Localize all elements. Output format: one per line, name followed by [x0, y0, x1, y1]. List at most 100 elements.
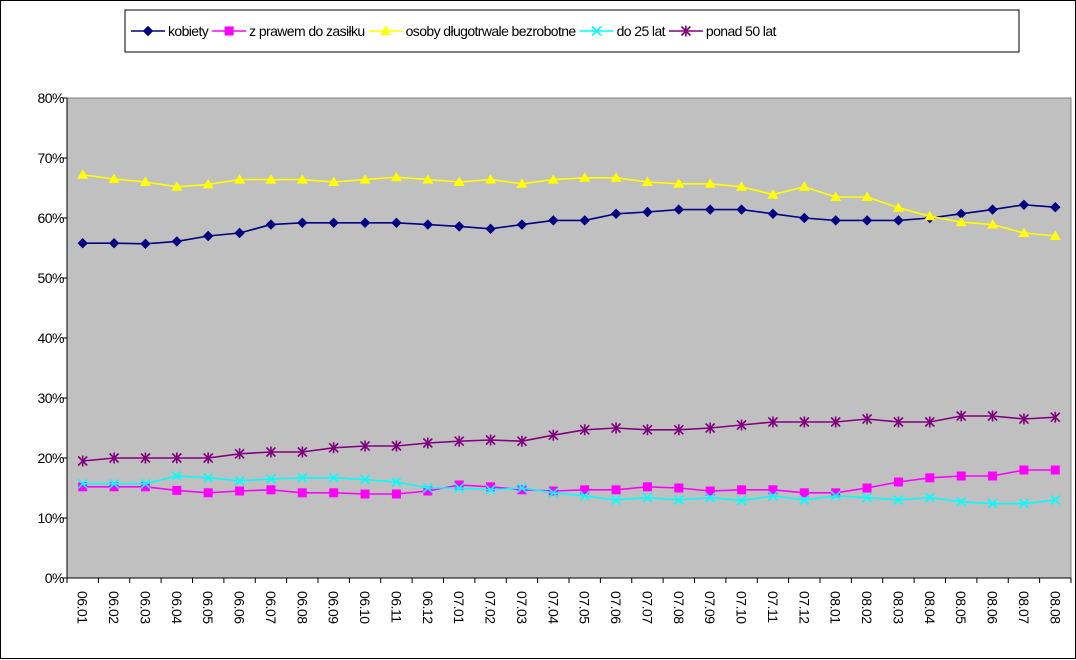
data-point [956, 410, 967, 422]
series-star [77, 410, 1061, 467]
data-point [861, 191, 873, 201]
data-point [171, 470, 182, 482]
data-point [830, 215, 841, 226]
data-point [799, 488, 809, 498]
data-point [987, 219, 999, 229]
data-point [580, 485, 590, 495]
x-tick-label: 08.04 [922, 591, 938, 624]
data-point [767, 490, 779, 501]
x-tick-label: 07.03 [514, 591, 530, 624]
data-point [1050, 465, 1060, 475]
data-point [234, 448, 245, 460]
data-point [737, 485, 747, 495]
data-point [673, 178, 685, 188]
data-point [391, 217, 402, 229]
data-point [329, 488, 339, 498]
data-point [328, 442, 339, 454]
series-square [78, 465, 1060, 499]
x-tick-label: 07.10 [734, 591, 750, 624]
series-triangle [77, 169, 1061, 240]
data-point [955, 216, 967, 227]
data-point [202, 178, 214, 189]
data-point [610, 422, 622, 434]
data-point [234, 475, 245, 486]
data-point [516, 178, 528, 188]
data-point [390, 171, 402, 182]
data-point [328, 472, 339, 483]
data-point [579, 172, 591, 182]
data-point [830, 490, 841, 501]
data-point [798, 181, 810, 191]
data-point [674, 483, 684, 493]
data-point [611, 485, 621, 495]
data-point [987, 410, 998, 422]
data-point [391, 476, 402, 488]
data-point [328, 217, 339, 229]
legend-marker [224, 26, 234, 36]
data-point [799, 416, 810, 428]
series-line [82, 469, 1056, 495]
data-point [516, 435, 528, 447]
series-x [77, 470, 1061, 509]
legend: kobiety z prawem do zasiłku osoby długotrw… [124, 9, 1020, 53]
data-point [266, 485, 276, 495]
data-point [799, 494, 810, 506]
data-point [297, 488, 307, 498]
data-point [140, 478, 151, 489]
data-point [171, 181, 183, 191]
data-point [265, 219, 277, 230]
data-point [924, 492, 935, 503]
data-point [140, 238, 151, 250]
data-point [453, 221, 465, 232]
x-tick-label: 07.06 [608, 591, 624, 624]
data-point [108, 173, 120, 183]
data-point [1018, 227, 1030, 237]
data-point [1018, 413, 1030, 425]
legend-box [124, 9, 1020, 53]
x-tick-label: 06.06 [232, 591, 248, 624]
data-point [1050, 201, 1061, 213]
y-tick-label: 10% [37, 510, 64, 526]
data-point [454, 435, 465, 447]
data-point [297, 446, 308, 458]
data-point [485, 223, 496, 235]
x-tick-label: 08.05 [953, 591, 969, 624]
data-point [454, 480, 464, 490]
data-point [516, 482, 528, 494]
x-tick-label: 06.04 [169, 591, 185, 624]
data-point [893, 416, 904, 428]
data-point [799, 212, 810, 224]
x-tick-label: 06.01 [75, 591, 91, 624]
data-point [830, 416, 841, 428]
data-point [956, 471, 966, 481]
x-tick-label: 07.12 [796, 591, 812, 624]
data-point [579, 424, 590, 436]
data-point [265, 473, 277, 485]
x-tick-label: 06.03 [137, 591, 153, 624]
x-tick-label: 06.05 [200, 591, 216, 624]
y-tick-label: 60% [37, 210, 64, 226]
data-point [77, 237, 88, 249]
data-point [1018, 498, 1030, 509]
data-point [610, 172, 622, 182]
data-point [925, 473, 935, 483]
data-point [422, 482, 433, 494]
data-point [360, 489, 370, 499]
x-tick-label: 06.10 [357, 591, 373, 624]
y-tick-label: 30% [37, 390, 64, 406]
x-tick-label: 06.09 [326, 591, 342, 624]
y-tick-label: 20% [37, 450, 64, 466]
series-line [82, 174, 1056, 237]
data-point [108, 237, 120, 249]
data-point [579, 215, 590, 226]
legend-label: osoby długotrwale bezrobotne [406, 23, 577, 39]
data-point [988, 471, 998, 481]
x-tick-label: 06.07 [263, 591, 279, 624]
data-point [172, 485, 182, 495]
x-tick-label: 07.01 [451, 591, 467, 624]
x-tick-label: 08.02 [859, 591, 875, 624]
x-tick-label: 07.09 [702, 591, 718, 624]
data-point [423, 486, 433, 496]
data-point [987, 204, 998, 215]
